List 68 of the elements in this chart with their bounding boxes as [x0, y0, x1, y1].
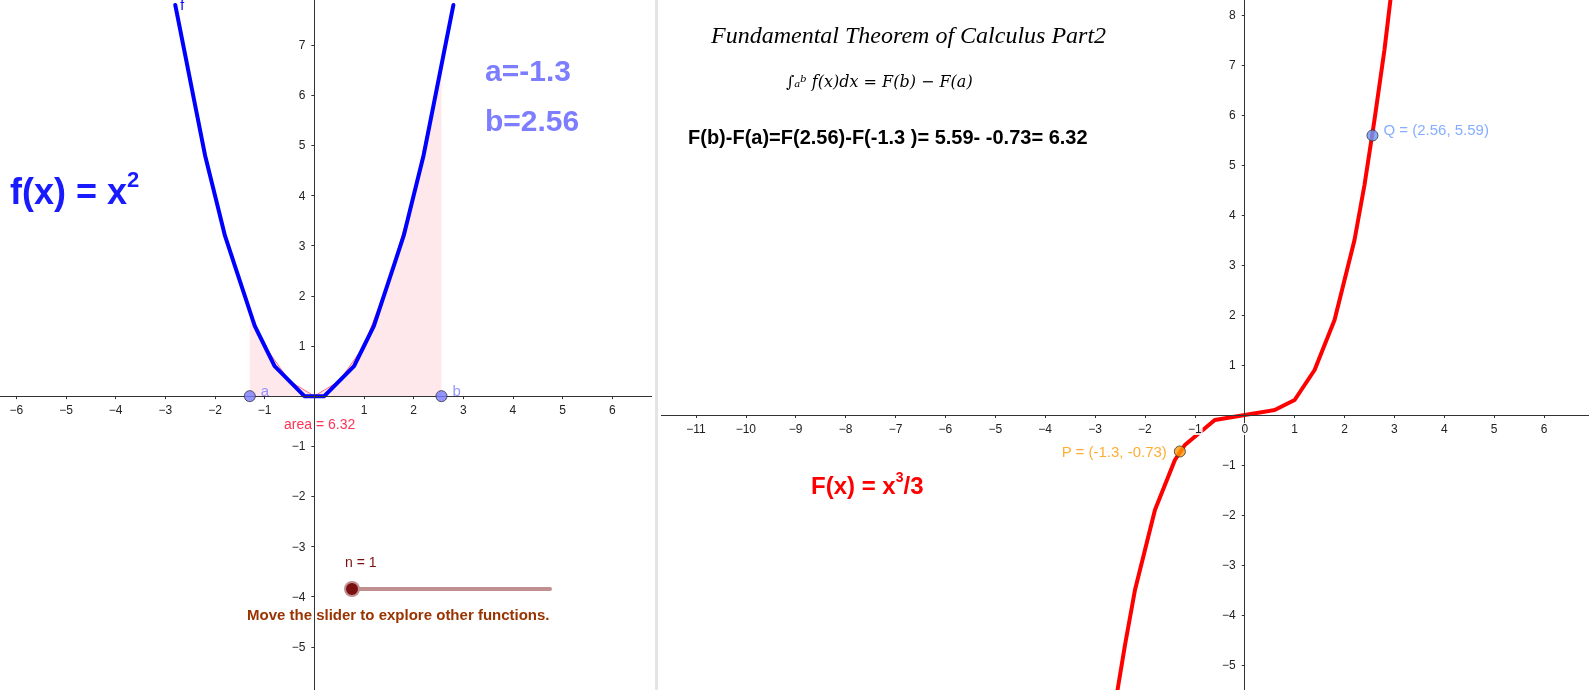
x-tick-label: −5	[988, 422, 1003, 436]
y-tick-label: 7	[298, 38, 306, 53]
y-tick-label: −5	[1222, 658, 1237, 672]
x-tick-label: −2	[208, 403, 223, 418]
x-tick-label: −7	[888, 422, 903, 436]
x-tick-label: −5	[59, 403, 74, 418]
annotation: Move the slider to explore other functions.	[247, 606, 550, 623]
y-tick-label: −3	[1222, 558, 1237, 572]
x-tick-label: 3	[1391, 422, 1399, 436]
x-tick-label: −1	[257, 403, 272, 418]
x-tick-label: −11	[686, 422, 706, 436]
x-tick-label: 5	[559, 403, 567, 418]
y-tick-label: 6	[298, 88, 306, 103]
series-label: f	[180, 0, 185, 14]
y-tick-label: −2	[1222, 508, 1237, 522]
x-tick-label: −3	[1088, 422, 1103, 436]
x-tick-label: 6	[608, 403, 616, 418]
y-tick-label: 4	[1229, 208, 1237, 222]
y-tick-label: 8	[1229, 8, 1237, 22]
x-tick-label: −6	[938, 422, 953, 436]
x-tick-label: −8	[838, 422, 853, 436]
y-tick-label: −5	[291, 639, 306, 654]
y-tick-label: 5	[298, 138, 306, 153]
y-tick-label: 2	[298, 288, 306, 303]
data-label: b	[452, 381, 461, 399]
annotation: n = 1	[345, 554, 377, 570]
y-tick-label: −1	[1222, 458, 1237, 472]
y-tick-label: 3	[298, 238, 306, 253]
x-tick-label: 3	[459, 403, 467, 418]
y-tick-label: 4	[298, 188, 306, 203]
data-label: P = (-1.3, -0.73)	[1061, 443, 1167, 460]
x-tick-label: 2	[410, 403, 418, 418]
x-tick-label: −9	[788, 422, 803, 436]
annotation: F(b)-F(a)=F(2.56)-F(-1.3 )= 5.59- -0.73= 6.32	[688, 126, 1088, 148]
x-tick-label: 5	[1490, 422, 1498, 436]
x-tick-label: 0	[1241, 422, 1249, 436]
y-tick-label: 2	[1229, 308, 1237, 322]
y-tick-label: −4	[291, 589, 306, 604]
data-label: a	[260, 381, 270, 399]
text: ∫ₐᵇ f(x)dx = F(b) − F(a)	[786, 71, 973, 91]
x-tick-label: 4	[1440, 422, 1448, 436]
x-tick-label: 1	[360, 403, 368, 418]
x-tick-label: −2	[1138, 422, 1153, 436]
x-tick-label: −3	[158, 403, 173, 418]
x-tick-label: −1	[1188, 422, 1203, 436]
x-tick-label: 1	[1291, 422, 1299, 436]
y-tick-label: 6	[1229, 108, 1237, 122]
annotation: a=-1.3	[485, 53, 571, 87]
y-tick-label: 5	[1229, 158, 1237, 172]
y-tick-label: 1	[1229, 358, 1237, 372]
x-tick-label: −10	[735, 422, 757, 436]
y-tick-label: 3	[1229, 258, 1237, 272]
y-tick-label: −4	[1222, 608, 1237, 622]
data-label: Q = (2.56, 5.59)	[1383, 121, 1489, 138]
annotation: area = 6.32	[284, 416, 356, 432]
text: Fundamental Theorem of Calculus Part2	[710, 22, 1107, 48]
y-tick-label: −1	[291, 439, 306, 454]
x-tick-label: 6	[1540, 422, 1548, 436]
y-tick-label: −3	[291, 539, 306, 554]
x-tick-label: 4	[509, 403, 517, 418]
x-tick-label: 2	[1341, 422, 1349, 436]
y-tick-label: 1	[298, 339, 306, 353]
x-tick-label: −4	[1038, 422, 1053, 436]
x-tick-label: −4	[108, 403, 123, 418]
x-tick-label: −6	[9, 403, 24, 418]
y-tick-label: −2	[291, 489, 306, 504]
y-tick-label: 7	[1229, 58, 1237, 72]
annotation: b=2.56	[485, 103, 580, 137]
